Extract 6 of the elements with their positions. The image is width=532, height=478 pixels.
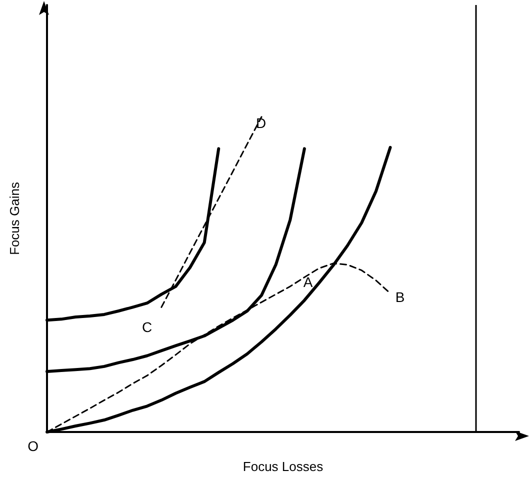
- y-axis-title: Focus Gains: [7, 182, 22, 255]
- text: O: [28, 438, 39, 454]
- annotation: C: [142, 319, 152, 335]
- annotation: B: [395, 289, 405, 305]
- annotation: A: [303, 274, 314, 290]
- x-axis-title: Focus Losses: [242, 459, 324, 474]
